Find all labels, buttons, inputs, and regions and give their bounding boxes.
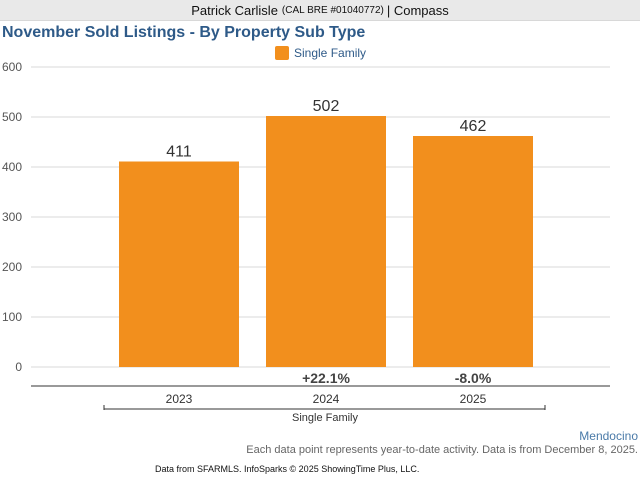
- legend-swatch: [275, 46, 289, 60]
- group-label: Single Family: [292, 412, 359, 424]
- bar: [119, 161, 239, 367]
- chart-title: November Sold Listings - By Property Sub…: [2, 24, 366, 41]
- legend-label: Single Family: [294, 46, 367, 60]
- y-tick-label: 200: [2, 260, 22, 274]
- bar: [413, 136, 533, 367]
- agent-company: | Compass: [386, 2, 449, 18]
- chart-plot: 0 100 200 300 400 500 600 411 2023 502 +22.1% 2024 4…: [2, 60, 610, 424]
- bar-value-label: 462: [460, 118, 487, 135]
- change-label: -8.0%: [455, 370, 492, 386]
- bar-value-label: 411: [166, 144, 192, 161]
- x-tick-label: 2024: [313, 392, 340, 406]
- agent-name: Patrick Carlisle: [191, 2, 278, 18]
- y-tick-label: 100: [2, 310, 22, 324]
- x-tick-label: 2023: [166, 392, 193, 406]
- y-tick-label: 400: [2, 160, 22, 174]
- y-tick-label: 300: [2, 210, 22, 224]
- x-tick-label: 2025: [460, 392, 487, 406]
- y-tick-label: 0: [15, 360, 22, 374]
- region-label[interactable]: Mendocino: [579, 429, 638, 443]
- bar: [266, 116, 386, 367]
- agent-license: (CAL BRE #01040772): [281, 4, 384, 16]
- legend[interactable]: Single Family: [275, 46, 366, 60]
- y-tick-label: 600: [2, 60, 22, 74]
- change-label: +22.1%: [302, 370, 350, 386]
- bar-value-label: 502: [313, 98, 340, 115]
- footnote: Each data point represents year-to-date …: [246, 444, 638, 456]
- y-tick-label: 500: [2, 110, 22, 124]
- source-credit: Data from SFARMLS. InfoSparks © 2025 Sho…: [155, 464, 420, 474]
- agent-header: Patrick Carlisle (CAL BRE #01040772) | C…: [0, 0, 640, 21]
